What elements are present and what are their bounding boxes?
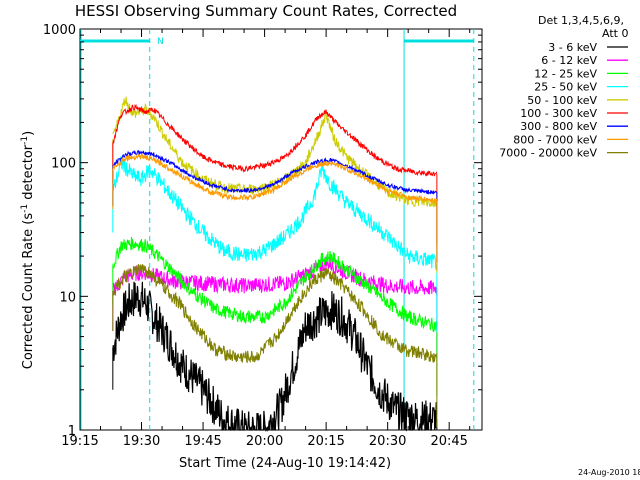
x-tick-label: 19:30 <box>123 434 160 449</box>
x-tick-label: 20:30 <box>369 434 406 449</box>
x-tick-label: 20:00 <box>246 434 283 449</box>
legend-header-1: Det 1,3,4,5,6,9, <box>538 14 624 27</box>
y-tick-label: 10 <box>59 290 76 305</box>
legend-label: 25 - 50 keV <box>534 81 597 94</box>
series-line-6 <box>112 149 438 195</box>
y-axis-label-sup2: -1 <box>20 136 30 145</box>
series-line-1 <box>112 257 438 296</box>
x-tick-label: 19:45 <box>184 434 221 449</box>
legend-label: 300 - 800 keV <box>520 120 597 133</box>
series-layer <box>112 96 438 433</box>
series-line-0 <box>112 281 438 433</box>
y-axis-label-main: Corrected Count Rate (s <box>21 213 36 370</box>
legend-label: 7000 - 20000 keV <box>499 147 597 160</box>
x-tick-label: 19:15 <box>61 434 98 449</box>
series-line-4 <box>112 96 438 208</box>
chart-title: HESSI Observing Summary Count Rates, Cor… <box>75 2 457 20</box>
y-axis-label: Corrected Count Rate (s-1 detector-1) <box>20 131 36 369</box>
legend-label: 100 - 300 keV <box>520 107 597 120</box>
x-tick-label: 20:15 <box>307 434 344 449</box>
series-line-7 <box>112 152 438 204</box>
legend-label: 800 - 7000 keV <box>513 133 597 146</box>
series-line-5 <box>112 103 438 177</box>
x-tick-label: 20:45 <box>430 434 467 449</box>
y-tick-label: 1 <box>68 424 76 439</box>
timestamp: 24-Aug-2010 18:28 <box>578 468 640 477</box>
series-line-2 <box>112 236 438 332</box>
series-line-3 <box>112 156 438 271</box>
marker-layer <box>80 29 475 430</box>
plot-frame <box>79 28 483 431</box>
legend-label: 12 - 25 keV <box>534 67 597 80</box>
legend-label: 50 - 100 keV <box>527 94 597 107</box>
y-axis-label-mid: detector <box>21 144 36 204</box>
legend-label: 6 - 12 keV <box>541 54 597 67</box>
axis-layer: 1 10 100 1000 19:15 19:30 19:45 20:00 20:15 20:30… <box>43 23 482 449</box>
x-axis-label: Start Time (24-Aug-10 19:14:42) <box>179 456 391 471</box>
y-axis-label-end: ) <box>21 131 36 136</box>
legend-label: 3 - 6 keV <box>548 41 597 54</box>
y-tick-label: 1000 <box>43 23 76 38</box>
y-axis-label-sup1: -1 <box>20 204 30 213</box>
series-line-8 <box>112 263 438 364</box>
marker-n-label: N <box>157 37 164 47</box>
y-tick-label: 100 <box>51 157 76 172</box>
legend-header-2: Att 0 <box>602 27 628 40</box>
